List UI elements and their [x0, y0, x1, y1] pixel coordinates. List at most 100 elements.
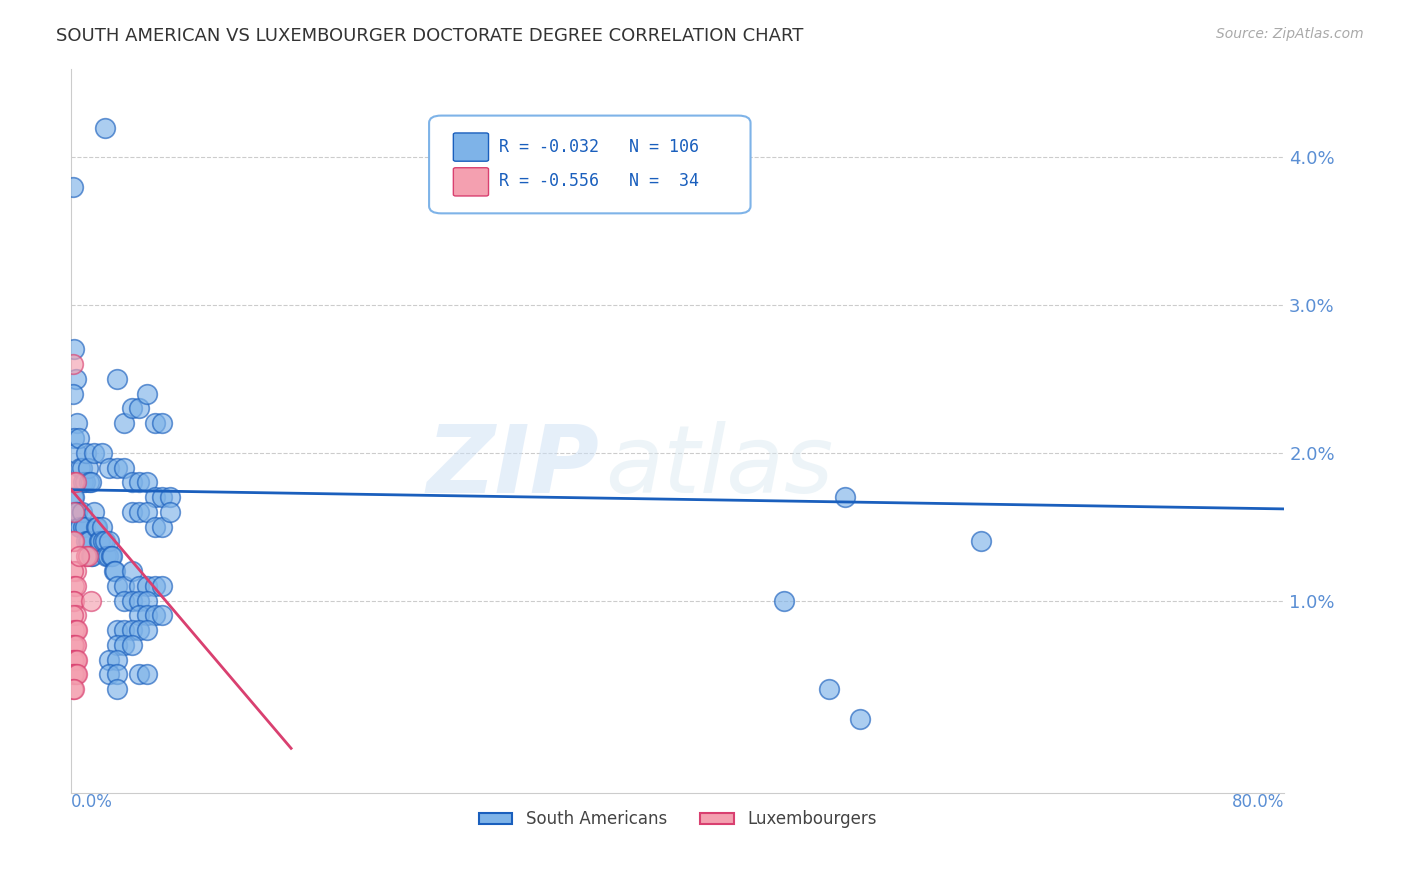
Point [150, 579, 173, 593]
Point [128, 623, 150, 637]
Point [136, 579, 159, 593]
Point [65, 667, 87, 681]
Point [159, 505, 181, 519]
Point [90, 446, 112, 460]
Point [121, 593, 143, 607]
Point [105, 653, 128, 667]
Point [143, 519, 166, 533]
Point [79, 475, 101, 490]
Point [136, 386, 159, 401]
Point [112, 460, 135, 475]
Text: Source: ZipAtlas.com: Source: ZipAtlas.com [1216, 27, 1364, 41]
Point [159, 490, 181, 504]
Point [63, 475, 86, 490]
Point [128, 401, 150, 416]
Point [128, 608, 150, 623]
Point [66, 653, 89, 667]
Point [65, 653, 87, 667]
Point [121, 564, 143, 578]
Point [62, 357, 84, 371]
Point [104, 564, 127, 578]
Point [773, 593, 796, 607]
Point [63, 653, 86, 667]
Text: ZIP: ZIP [426, 421, 599, 513]
Point [73, 519, 96, 533]
Point [65, 446, 87, 460]
Point [65, 623, 87, 637]
Point [105, 460, 128, 475]
Point [63, 682, 86, 697]
Point [67, 519, 90, 533]
Point [112, 593, 135, 607]
Point [103, 564, 125, 578]
Point [94, 549, 117, 564]
Point [66, 667, 89, 681]
Point [136, 667, 159, 681]
Point [128, 505, 150, 519]
Point [87, 534, 110, 549]
Point [112, 416, 135, 430]
Point [128, 475, 150, 490]
Text: SOUTH AMERICAN VS LUXEMBOURGER DOCTORATE DEGREE CORRELATION CHART: SOUTH AMERICAN VS LUXEMBOURGER DOCTORATE… [56, 27, 804, 45]
Point [89, 534, 111, 549]
Point [66, 623, 89, 637]
Point [62, 386, 84, 401]
Text: R = -0.032   N = 106: R = -0.032 N = 106 [499, 137, 699, 156]
Point [143, 490, 166, 504]
Point [848, 712, 870, 726]
FancyBboxPatch shape [429, 116, 751, 213]
Point [67, 549, 90, 564]
Point [86, 519, 108, 533]
Point [128, 579, 150, 593]
Point [93, 534, 115, 549]
Point [65, 475, 87, 490]
Point [83, 505, 105, 519]
Point [82, 549, 104, 564]
Point [150, 490, 173, 504]
Point [83, 446, 105, 460]
Point [121, 401, 143, 416]
Point [818, 682, 841, 697]
Point [93, 120, 115, 135]
Point [66, 505, 89, 519]
Point [75, 549, 97, 564]
Point [128, 667, 150, 681]
Point [63, 623, 86, 637]
Point [105, 667, 128, 681]
Point [112, 623, 135, 637]
Point [143, 416, 166, 430]
Point [77, 549, 100, 564]
Point [136, 608, 159, 623]
Point [121, 638, 143, 652]
Point [77, 534, 100, 549]
Point [62, 490, 84, 504]
Point [150, 608, 173, 623]
FancyBboxPatch shape [453, 133, 488, 161]
Point [80, 593, 103, 607]
Point [98, 667, 121, 681]
Point [72, 519, 94, 533]
Point [63, 579, 86, 593]
Point [112, 638, 135, 652]
Point [62, 667, 84, 681]
Point [98, 460, 121, 475]
Point [98, 653, 121, 667]
Point [62, 534, 84, 549]
Point [62, 593, 84, 607]
Point [62, 638, 84, 652]
Point [79, 534, 101, 549]
Point [80, 475, 103, 490]
Point [105, 579, 128, 593]
Point [136, 623, 159, 637]
Point [72, 475, 94, 490]
Point [62, 608, 84, 623]
Legend: South Americans, Luxembourgers: South Americans, Luxembourgers [472, 804, 883, 835]
Point [70, 505, 93, 519]
Point [112, 579, 135, 593]
Point [69, 460, 91, 475]
Point [67, 431, 90, 445]
Point [136, 593, 159, 607]
Point [105, 623, 128, 637]
Point [128, 593, 150, 607]
Point [63, 343, 86, 357]
